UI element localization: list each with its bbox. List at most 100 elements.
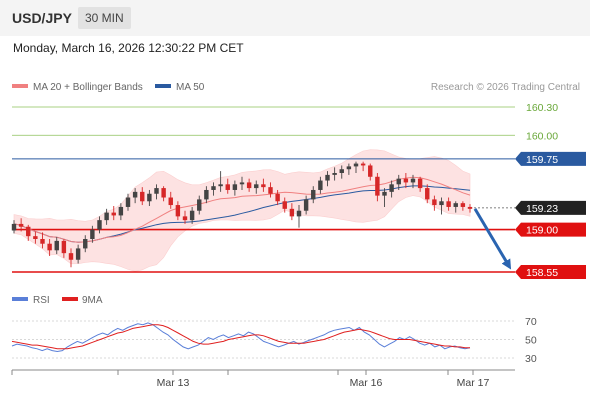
- candle-body: [296, 210, 302, 217]
- candle-body: [382, 191, 387, 196]
- candle-body: [97, 220, 102, 230]
- forecast-arrow-line: [473, 208, 512, 270]
- candle: [332, 167, 337, 181]
- candle-body: [161, 188, 166, 198]
- candle-body: [325, 174, 330, 181]
- candle-body: [332, 173, 337, 175]
- candle: [303, 195, 309, 215]
- candle-body: [303, 199, 309, 211]
- candle: [346, 163, 352, 175]
- candle: [232, 180, 238, 196]
- candle: [382, 188, 387, 207]
- candle: [339, 165, 344, 179]
- candle: [353, 161, 359, 173]
- candle-body: [83, 239, 88, 249]
- candle: [204, 186, 209, 204]
- candle: [467, 204, 473, 213]
- candle: [47, 239, 52, 256]
- candle-body: [211, 186, 216, 190]
- candle: [154, 184, 159, 200]
- level-tag-159-75: [515, 151, 586, 166]
- candle: [403, 173, 409, 189]
- candle: [432, 195, 437, 211]
- rsi-tick-70: 70: [525, 316, 537, 328]
- candle-body: [396, 178, 401, 185]
- candle-body: [282, 201, 287, 209]
- candle-body: [439, 201, 444, 206]
- candle-body: [61, 240, 67, 254]
- rsi-legend: RSI 9MA: [12, 295, 103, 306]
- time-axis: Mar 13 Mar 16 Mar 17: [11, 370, 489, 389]
- chart-datetime: Monday, March 16, 2026 12:30:22 PM CET: [13, 41, 244, 55]
- candle-body: [197, 199, 202, 211]
- level-tag-159-00: [515, 222, 586, 237]
- candle-body: [68, 253, 74, 260]
- candle-body: [417, 178, 423, 189]
- candle-body: [33, 236, 38, 239]
- candle-body: [289, 208, 295, 217]
- candle: [246, 178, 252, 192]
- candle-body: [232, 184, 238, 190]
- rsi-grid: 70 50 30: [12, 316, 537, 365]
- candle: [140, 187, 145, 206]
- candle: [218, 171, 223, 192]
- candle-body: [118, 206, 124, 216]
- candle: [40, 232, 45, 249]
- candle-body: [254, 184, 259, 189]
- candle: [460, 201, 466, 211]
- candle-body: [246, 182, 252, 189]
- candle-body: [360, 163, 366, 166]
- candle: [325, 171, 330, 187]
- bollinger-band: [13, 149, 471, 272]
- candle-body: [140, 191, 145, 202]
- candle: [61, 239, 67, 258]
- level-tag-159-23: [515, 200, 586, 215]
- candle-body: [460, 203, 466, 207]
- rsi-lines: [11, 322, 471, 353]
- candle-body: [132, 191, 138, 198]
- level-label-158-55: 158.55: [526, 267, 558, 279]
- bollinger-band-fill: [13, 149, 471, 272]
- level-label-159-23: 159.23: [526, 203, 558, 215]
- rsi-legend-label: RSI: [33, 295, 50, 306]
- candle-body: [54, 240, 59, 251]
- candle: [410, 174, 416, 189]
- candle: [360, 161, 366, 172]
- rsi-legend-swatch: [12, 297, 28, 301]
- candle: [282, 197, 287, 213]
- candle: [396, 174, 401, 190]
- candle: [261, 178, 266, 192]
- moving-averages: [13, 176, 471, 243]
- candlesticks: [11, 161, 473, 268]
- candle-body: [375, 176, 380, 196]
- candle-body: [425, 188, 430, 200]
- candle: [417, 176, 423, 192]
- candle-body: [453, 203, 458, 207]
- rsi-ma-legend-swatch: [62, 297, 78, 301]
- candle: [311, 186, 316, 204]
- ma20-legend-swatch: [12, 84, 28, 88]
- candle: [18, 218, 24, 232]
- candle: [439, 197, 444, 215]
- rsi-tick-30: 30: [525, 353, 537, 365]
- price-legend: MA 20 + Bollinger Bands MA 50 Research ©…: [12, 82, 580, 93]
- candle-body: [154, 188, 159, 194]
- level-tag-158-55: [515, 265, 586, 279]
- candle: [90, 225, 95, 243]
- level-label-159-75: 159.75: [526, 154, 558, 166]
- ma20-legend-label: MA 20 + Bollinger Bands: [33, 82, 143, 93]
- candle-body: [40, 239, 45, 244]
- candle-body: [239, 182, 245, 185]
- candle: [175, 201, 181, 221]
- candle: [54, 237, 59, 255]
- symbol-title: USD/JPY: [12, 10, 72, 26]
- candle: [161, 186, 166, 202]
- timeframe-badge[interactable]: 30 MIN: [78, 7, 131, 29]
- candle: [125, 193, 131, 211]
- candle-body: [403, 178, 409, 183]
- candle: [425, 184, 430, 204]
- candle-body: [368, 165, 373, 177]
- candle-body: [432, 199, 437, 206]
- candle: [368, 163, 373, 181]
- candle: [289, 203, 295, 221]
